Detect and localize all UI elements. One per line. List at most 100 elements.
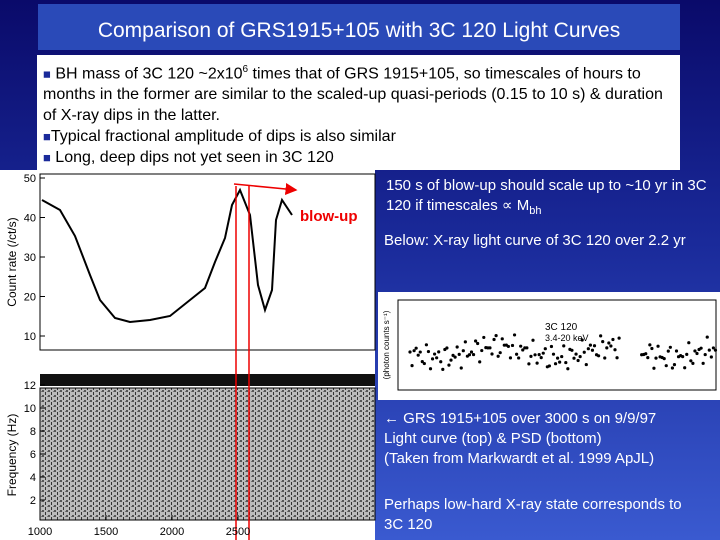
inset-dot [660,355,664,360]
inset-dot [617,336,621,340]
inset-dot [572,356,576,360]
arrow [233,183,298,195]
inset-dot [570,348,574,352]
inset-dot [711,346,716,350]
x-tick-label: 2000 [160,526,184,538]
inset-dot [467,353,472,357]
inset-dot [646,356,650,360]
inset-dot [515,352,519,356]
inset-dot [580,338,584,342]
inset-dot [435,356,439,360]
y-tick-label: 2 [30,495,36,507]
inset-dot [478,360,482,364]
inset-dot [613,348,617,352]
inset-dot [547,364,552,368]
inset-dot [562,344,566,348]
inset-dot [504,343,508,347]
inset-bg [378,292,720,400]
inset-dot [418,350,422,354]
inset-dot [674,349,679,353]
text: Long, deep dips not yet seen in 3C 120 [50,149,334,167]
inset-dot [560,354,564,359]
inset-dot [713,348,718,352]
inset-dot [586,347,590,351]
text: BH mass of 3C 120 ~2x10 [55,65,243,83]
inset-dot [492,337,496,342]
band [40,374,375,386]
inset-dot [531,338,535,342]
top-frame [39,173,376,351]
inset-dot [679,353,683,358]
inset-dot [676,355,681,359]
inset-dot [476,341,480,346]
inset-dot [590,348,595,352]
inset-dot [658,355,662,359]
text: Light curve (top) & PSD (bottom) [384,430,602,447]
inset-dot [545,365,549,369]
inset-dot [566,367,570,371]
inset-dot [453,355,457,359]
inset-dot [426,349,431,354]
figure-bg [0,170,375,540]
inset-dot [461,349,465,353]
inset-dot [705,335,709,339]
inset-dot [672,362,677,367]
note: Perhaps low-hard X-ray state corresponds… [384,496,682,533]
inset-dot [533,353,537,357]
inset-dot [455,345,459,349]
inset-dot [578,355,582,359]
inset-dot [447,363,451,367]
inset-dot [422,361,426,366]
inset-dot [486,346,490,350]
inset-dot [607,341,611,345]
y-tick-label: 20 [24,292,36,304]
inset-dot [424,343,428,347]
inset-dot [451,353,455,357]
sup: 6 [242,64,249,75]
y-tick-label: 50 [24,173,36,185]
inset-dot [609,344,613,348]
inset-dot [654,356,658,360]
inset-dot [662,357,666,361]
annotation: blow-up [300,208,357,225]
y-tick-label: 10 [24,403,36,415]
inset-dot [474,339,478,343]
inset-dot [490,352,494,356]
inset-dot [510,343,515,348]
inset-dot [521,348,525,352]
inset-dot [508,356,513,360]
inset-dot [498,351,502,355]
inset-dot [666,349,670,353]
inset-dot [648,343,652,347]
inset-dot [695,351,699,356]
inset-dot [551,352,556,356]
inset-dot [699,346,703,350]
inset-dot [564,360,568,365]
inset-dot [701,361,705,365]
inset-dot [488,346,492,350]
inset-dot [592,344,597,348]
bullet: ■Typical fractional amplitude of dips is… [43,128,396,146]
y-tick-label: 40 [24,213,36,225]
inset-dot [685,352,689,356]
inset-dot [465,354,469,358]
inset-dot [697,347,701,352]
note: Below: X-ray light curve of 3C 120 over … [384,232,686,249]
bullet: ■ Long, deep dips not yet seen in 3C 120 [43,149,334,167]
inset-dot [420,360,424,364]
inset-dot [459,366,463,370]
inset-dot [640,353,644,357]
text: ← GRS 1915+105 over 3000 s on 9/9/97 [384,410,657,427]
inset-dot [574,352,578,356]
inset-dot [642,352,646,357]
inset-dot [484,346,488,350]
x-tick-label: 1000 [28,526,52,538]
inset-dot [437,350,441,354]
inset-dot [449,358,453,362]
inset-dot [443,347,447,352]
inset-dot [556,356,560,360]
inset-band: 3.4-20 keV [545,333,589,343]
inset-dot [408,350,412,354]
inset-label: 3C 120 [545,322,578,333]
text: Typical fractional amplitude of dips is … [50,128,396,146]
